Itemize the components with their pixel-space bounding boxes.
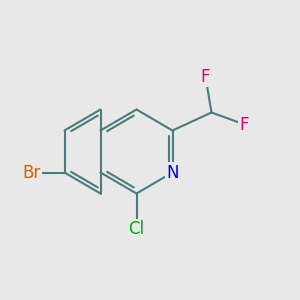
Text: N: N: [166, 164, 179, 181]
Text: Br: Br: [22, 164, 40, 181]
Text: F: F: [201, 68, 210, 85]
Text: F: F: [240, 116, 249, 134]
Text: Cl: Cl: [128, 220, 145, 238]
